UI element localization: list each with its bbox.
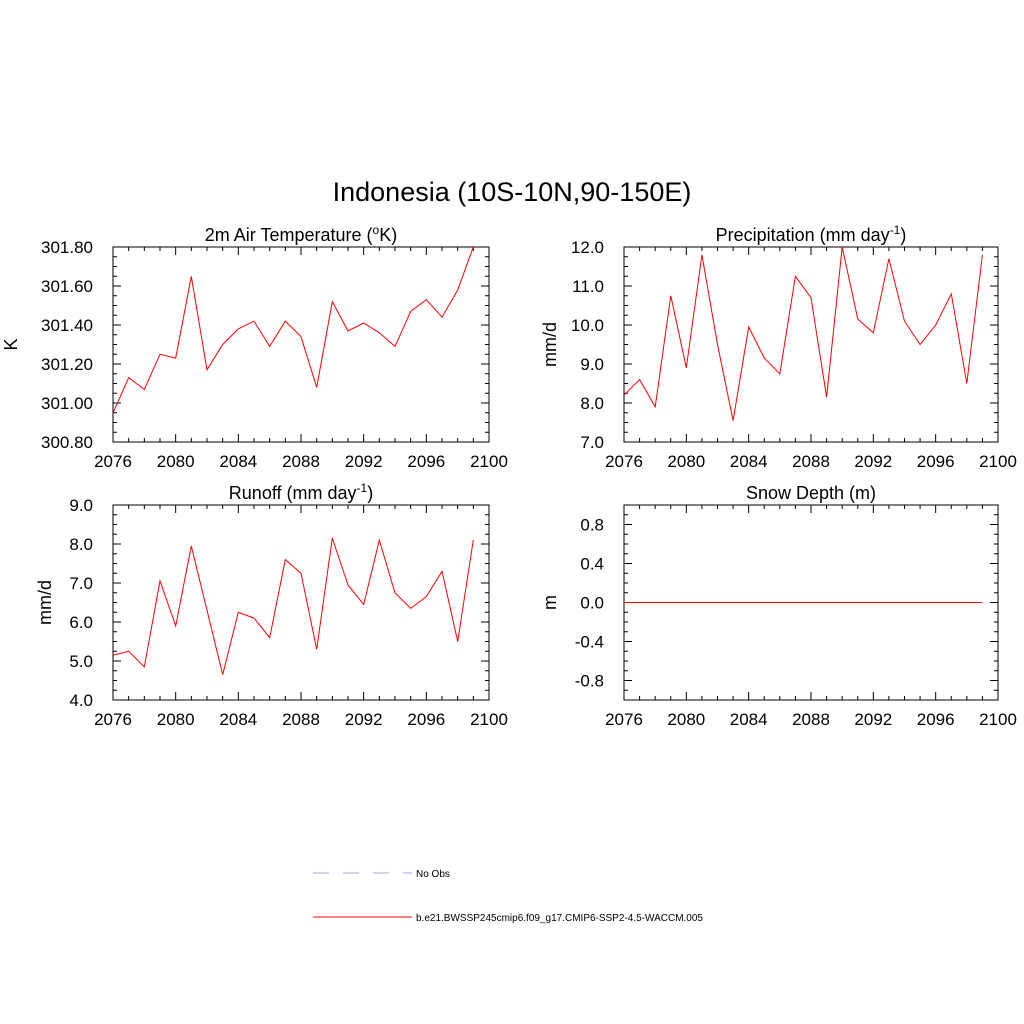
x-tick-label: 2092 bbox=[345, 710, 383, 729]
panel-title-runoff: Runoff (mm day-1) bbox=[229, 481, 373, 503]
x-tick-label: 2076 bbox=[605, 452, 643, 471]
panel-title-sup: -1 bbox=[357, 481, 368, 495]
x-tick-label: 2088 bbox=[282, 452, 320, 471]
x-tick-label: 2088 bbox=[792, 452, 830, 471]
y-tick-label: 300.80 bbox=[41, 433, 93, 452]
panel-title-sup: o bbox=[373, 223, 380, 237]
x-tick-label: 2100 bbox=[470, 710, 508, 729]
panel-title-main: Precipitation (mm day bbox=[716, 225, 890, 245]
figure-title: Indonesia (10S-10N,90-150E) bbox=[333, 177, 692, 207]
y-tick-label: 12.0 bbox=[571, 238, 604, 257]
y-tick-label: -0.4 bbox=[575, 633, 604, 652]
x-tick-label: 2084 bbox=[219, 710, 257, 729]
x-tick-label: 2096 bbox=[407, 452, 445, 471]
panel-title-tail: ) bbox=[900, 225, 906, 245]
y-tick-label: -0.8 bbox=[575, 672, 604, 691]
panel-precipitation: Precipitation (mm day-1) mm/d 2076 2080 2084… bbox=[540, 223, 1017, 471]
y-axis-label-precipitation: mm/d bbox=[540, 322, 560, 367]
y-tick-label: 301.00 bbox=[41, 394, 93, 413]
y-tick-label: 301.40 bbox=[41, 316, 93, 335]
y-axis-label-temperature: K bbox=[1, 338, 21, 350]
panel-title-sup: -1 bbox=[890, 223, 901, 237]
x-tick-label: 2076 bbox=[605, 710, 643, 729]
x-tick-label: 2100 bbox=[979, 452, 1017, 471]
y-tick-label: 9.0 bbox=[580, 355, 604, 374]
y-tick-label: 4.0 bbox=[69, 691, 93, 710]
legend-label: No Obs bbox=[416, 869, 450, 880]
series-line-runoff bbox=[112, 537, 474, 675]
panel-title-tail: K) bbox=[379, 225, 397, 245]
x-tick-label: 2080 bbox=[667, 710, 705, 729]
x-tick-label: 2096 bbox=[917, 452, 955, 471]
x-tick-label: 2076 bbox=[94, 452, 132, 471]
y-tick-label: 5.0 bbox=[69, 652, 93, 671]
panel-temperature: 2m Air Temperature (oK) K 2076 2080 2084 2088… bbox=[1, 223, 508, 471]
x-tick-label: 2096 bbox=[917, 710, 955, 729]
x-tick-label: 2076 bbox=[94, 710, 132, 729]
y-axis-label-snow-depth: m bbox=[540, 595, 560, 610]
x-tick-label: 2084 bbox=[730, 710, 768, 729]
y-tick-label: 0.4 bbox=[580, 555, 604, 574]
x-tick-label: 2092 bbox=[854, 452, 892, 471]
y-tick-label: 301.80 bbox=[41, 238, 93, 257]
x-tick-label: 2080 bbox=[667, 452, 705, 471]
panels: 2m Air Temperature (oK) K 2076 2080 2084 2088… bbox=[1, 223, 1017, 729]
y-tick-label: 10.0 bbox=[571, 316, 604, 335]
x-tick-label: 2088 bbox=[792, 710, 830, 729]
y-tick-label: 6.0 bbox=[69, 613, 93, 632]
legend-label: b.e21.BWSSP245cmip6.f09_g17.CMIP6-SSP2-4… bbox=[416, 913, 703, 924]
panel-title-snow-depth: Snow Depth (m) bbox=[746, 483, 876, 503]
x-tick-label: 2084 bbox=[219, 452, 257, 471]
panel-title-main: 2m Air Temperature ( bbox=[205, 225, 373, 245]
series-line-precipitation bbox=[623, 246, 983, 421]
y-tick-label: 11.0 bbox=[572, 277, 604, 296]
x-tick-label: 2100 bbox=[979, 710, 1017, 729]
panel-title-temperature: 2m Air Temperature (oK) bbox=[205, 223, 397, 245]
panel-title-precipitation: Precipitation (mm day-1) bbox=[716, 223, 907, 245]
x-tick-label: 2092 bbox=[854, 710, 892, 729]
panel-title-tail: ) bbox=[367, 483, 373, 503]
legend-item: No Obs bbox=[313, 869, 450, 880]
legend-item: b.e21.BWSSP245cmip6.f09_g17.CMIP6-SSP2-4… bbox=[313, 913, 703, 924]
legend: No Obs b.e21.BWSSP245cmip6.f09_g17.CMIP6-… bbox=[313, 869, 703, 924]
y-tick-label: 7.0 bbox=[69, 574, 93, 593]
y-tick-label: 7.0 bbox=[580, 433, 604, 452]
y-axis-label-runoff: mm/d bbox=[35, 580, 55, 625]
x-tick-label: 2084 bbox=[730, 452, 768, 471]
y-tick-label: 0.0 bbox=[580, 594, 604, 613]
panel-title-main: Runoff (mm day bbox=[229, 483, 357, 503]
panel-snow-depth: Snow Depth (m) m 2076 2080 2084 2088 2092 2096 2… bbox=[540, 483, 1017, 729]
panel-runoff: Runoff (mm day-1) mm/d 2076 2080 2084 2088 209… bbox=[35, 481, 508, 729]
y-tick-label: 301.20 bbox=[41, 355, 93, 374]
y-tick-label: 301.60 bbox=[41, 277, 93, 296]
y-tick-label: 8.0 bbox=[69, 535, 93, 554]
y-tick-label: 9.0 bbox=[69, 496, 93, 515]
x-tick-label: 2088 bbox=[282, 710, 320, 729]
y-tick-label: 0.8 bbox=[580, 516, 604, 535]
y-tick-label: 8.0 bbox=[580, 394, 604, 413]
panel-title-main: Snow Depth (m) bbox=[746, 483, 876, 503]
x-tick-label: 2080 bbox=[157, 452, 195, 471]
series-line-temperature bbox=[112, 246, 474, 414]
x-tick-label: 2092 bbox=[345, 452, 383, 471]
x-tick-label: 2080 bbox=[157, 710, 195, 729]
x-tick-label: 2096 bbox=[407, 710, 445, 729]
x-tick-label: 2100 bbox=[470, 452, 508, 471]
